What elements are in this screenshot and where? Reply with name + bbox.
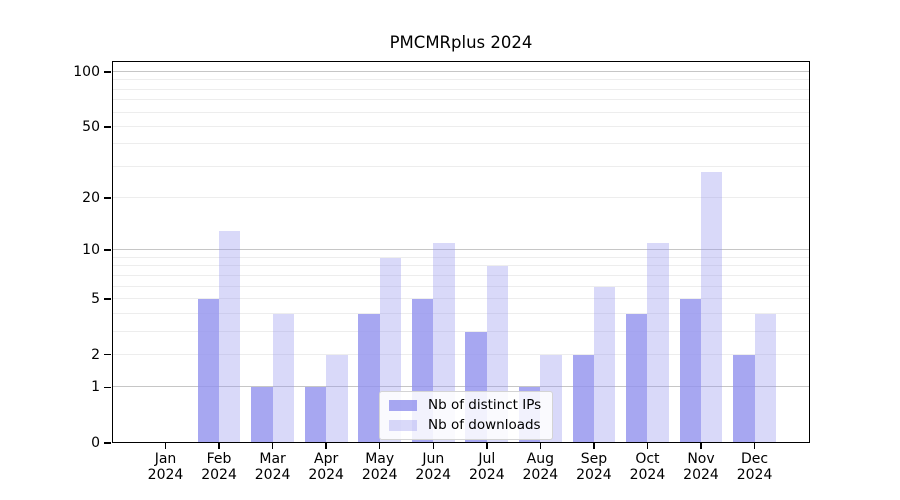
minor-gridline	[112, 353, 810, 355]
x-tick-mark	[218, 443, 220, 449]
bar-distinct-ips	[679, 298, 701, 443]
minor-gridline	[112, 99, 810, 101]
bar-distinct-ips	[626, 313, 648, 443]
minor-gridline	[112, 79, 810, 81]
chart-title: PMCMRplus 2024	[389, 33, 533, 52]
legend-item-downloads: Nb of downloads	[389, 417, 541, 433]
minor-gridline	[112, 165, 810, 167]
minor-gridline	[112, 297, 810, 299]
y-tick-label: 1	[91, 379, 100, 396]
plot-area	[112, 61, 810, 443]
y-tick-mark	[104, 71, 111, 73]
x-tick-label: Jul 2024	[468, 451, 505, 483]
x-tick-label: Apr 2024	[308, 451, 344, 483]
x-tick-label: May 2024	[361, 451, 398, 483]
minor-gridline	[112, 88, 810, 90]
legend-item-distinct-ips: Nb of distinct IPs	[389, 397, 541, 413]
x-tick-mark	[646, 443, 649, 449]
bar-distinct-ips	[358, 313, 380, 443]
major-gridline	[112, 249, 810, 251]
x-tick-mark	[378, 443, 381, 449]
x-tick-label: Jan 2024	[147, 451, 184, 483]
bar-distinct-ips	[304, 387, 327, 443]
y-tick-label: 20	[82, 190, 100, 207]
y-tick-label: 10	[82, 242, 100, 259]
bar-downloads	[593, 286, 616, 443]
bar-distinct-ips	[733, 354, 755, 443]
y-tick-mark	[104, 386, 111, 389]
y-tick-label: 2	[91, 346, 100, 363]
y-tick-label: 0	[91, 435, 100, 451]
bar-downloads	[701, 172, 723, 443]
legend-label-distinct-ips: Nb of distinct IPs	[428, 397, 542, 413]
minor-gridline	[112, 111, 810, 113]
bar-downloads	[219, 230, 241, 443]
x-tick-label: Aug 2024	[522, 451, 559, 483]
bar-downloads	[754, 313, 776, 443]
x-tick-mark	[325, 443, 327, 449]
x-tick-mark	[593, 443, 595, 449]
major-gridline	[112, 70, 810, 72]
x-tick-mark	[539, 443, 542, 449]
x-tick-label: Oct 2024	[629, 451, 666, 483]
bar-downloads	[272, 313, 294, 443]
minor-gridline	[112, 143, 810, 145]
x-tick-label: Jun 2024	[415, 451, 452, 483]
minor-gridline	[112, 125, 810, 127]
minor-gridline	[112, 330, 810, 332]
bar-distinct-ips	[197, 298, 220, 443]
y-tick-mark	[104, 126, 111, 128]
minor-gridline	[112, 285, 810, 287]
y-tick-mark	[104, 442, 111, 444]
x-tick-label: Sep 2024	[576, 451, 612, 483]
x-tick-mark	[753, 443, 756, 449]
y-tick-mark	[104, 353, 111, 356]
x-tick-label: Nov 2024	[683, 451, 719, 483]
y-tick-mark	[104, 298, 111, 300]
major-gridline	[112, 386, 810, 388]
minor-gridline	[112, 265, 810, 267]
legend-swatch-distinct-ips-icon	[389, 399, 417, 411]
legend: Nb of distinct IPs Nb of downloads	[379, 391, 554, 440]
x-tick-label: Mar 2024	[254, 451, 291, 483]
x-tick-mark	[486, 443, 488, 449]
x-tick-label: Feb 2024	[201, 451, 237, 483]
minor-gridline	[112, 197, 810, 199]
bar-downloads	[326, 354, 348, 443]
minor-gridline	[112, 256, 810, 258]
bar-distinct-ips	[572, 354, 594, 443]
x-tick-mark	[164, 443, 167, 449]
x-tick-mark	[432, 443, 434, 449]
bar-downloads	[647, 243, 669, 443]
minor-gridline	[112, 312, 810, 314]
x-tick-mark	[700, 443, 702, 449]
x-tick-label: Dec 2024	[736, 451, 773, 483]
x-tick-mark	[271, 443, 274, 449]
y-tick-label: 100	[73, 63, 100, 80]
y-tick-mark	[104, 249, 111, 251]
y-tick-label: 50	[82, 118, 100, 135]
y-tick-label: 5	[91, 290, 100, 307]
y-tick-mark	[104, 197, 111, 199]
legend-swatch-downloads-icon	[389, 419, 417, 431]
minor-gridline	[112, 274, 810, 276]
bar-distinct-ips	[251, 387, 273, 443]
legend-label-downloads: Nb of downloads	[428, 417, 541, 433]
